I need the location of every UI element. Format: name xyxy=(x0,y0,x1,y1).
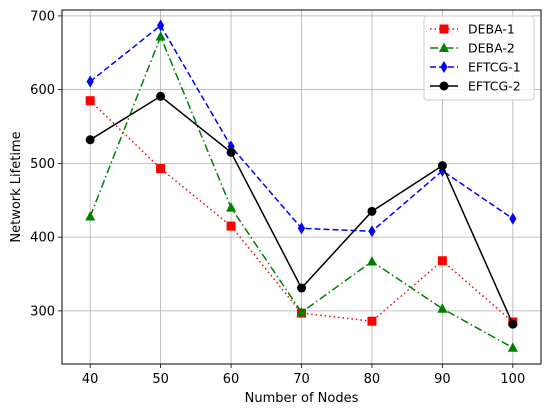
data-point xyxy=(296,306,307,317)
y-tick-label: 500 xyxy=(30,157,55,172)
data-point xyxy=(156,164,166,174)
legend-item: DEBA-2 xyxy=(430,41,515,56)
data-point xyxy=(368,225,376,238)
data-point xyxy=(226,202,237,212)
x-tick-label: 90 xyxy=(434,372,451,387)
x-tick-label: 50 xyxy=(152,372,169,387)
legend-marker xyxy=(439,81,449,91)
series-eftcg-2 xyxy=(85,91,518,329)
data-point xyxy=(85,211,96,221)
legend: DEBA-1 DEBA-2 EFTCG-1 EFTCG-2 xyxy=(423,15,535,101)
legend-label: EFTCG-1 xyxy=(468,60,521,75)
data-point xyxy=(297,283,306,293)
x-tick-label: 80 xyxy=(364,372,381,387)
series-eftcg-1 xyxy=(86,19,517,238)
legend-label: DEBA-1 xyxy=(468,22,515,37)
data-point xyxy=(367,206,377,216)
y-axis-label: Network Lifetime xyxy=(9,131,24,242)
data-point xyxy=(437,161,447,171)
ticks: 40 50 60 70 80 90 100 300 400 500 600 700 xyxy=(30,9,525,387)
data-point xyxy=(437,303,448,313)
data-point xyxy=(85,135,95,145)
legend-item: EFTCG-1 xyxy=(430,60,521,75)
data-point xyxy=(157,19,165,32)
x-tick-label: 60 xyxy=(223,372,240,387)
data-point xyxy=(437,256,447,266)
y-tick-label: 600 xyxy=(30,83,55,98)
data-point xyxy=(366,255,377,266)
legend-label: EFTCG-2 xyxy=(468,79,521,94)
legend-marker xyxy=(439,42,449,52)
legend-label: DEBA-2 xyxy=(468,41,515,56)
x-tick-label: 70 xyxy=(293,372,310,387)
legend-marker xyxy=(439,24,449,34)
series-deba-2 xyxy=(85,31,518,352)
x-axis-label: Number of Nodes xyxy=(245,391,359,406)
data-point xyxy=(438,164,446,177)
data-point xyxy=(226,221,236,231)
data-point xyxy=(86,75,94,88)
data-point xyxy=(297,222,306,235)
data-point xyxy=(226,147,236,157)
data-point xyxy=(156,91,166,101)
data-point xyxy=(85,96,95,106)
y-tick-label: 700 xyxy=(30,9,55,24)
data-point xyxy=(507,342,518,352)
y-tick-label: 400 xyxy=(30,231,55,246)
series-layer xyxy=(85,19,518,352)
data-point xyxy=(367,316,377,326)
legend-box xyxy=(423,15,535,101)
x-tick-label: 40 xyxy=(82,372,99,387)
y-tick-label: 300 xyxy=(30,304,55,319)
data-point xyxy=(155,31,166,41)
legend-item: EFTCG-2 xyxy=(430,79,521,94)
legend-item: DEBA-1 xyxy=(430,22,515,37)
data-point xyxy=(508,319,518,329)
legend-marker xyxy=(440,61,448,73)
x-tick-label: 100 xyxy=(500,372,525,387)
data-point xyxy=(509,212,517,225)
